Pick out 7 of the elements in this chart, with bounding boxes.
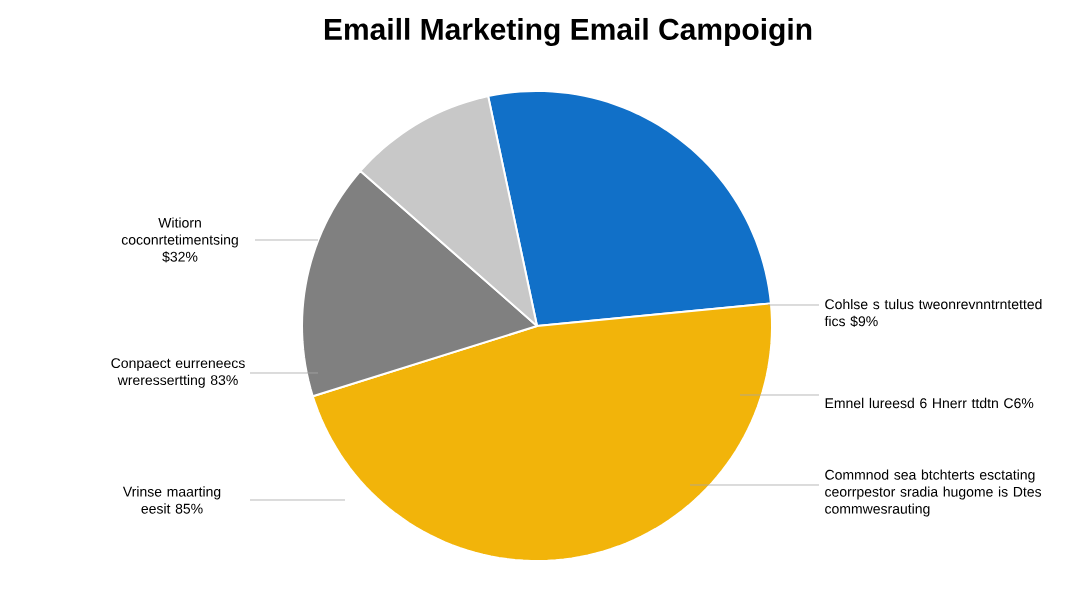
chart-title: Emaill Marketing Email Campoigin (324, 17, 812, 47)
text: Conpaect eurreneecs wreressertting 83% (111, 358, 245, 388)
text: Witiorn coconrtetimentsing $32% (121, 217, 238, 263)
text: Commnod sea btchterts esctating ceorrpestor sradia hugome is Dtes commwesrauting (825, 469, 1042, 517)
text: Emnel lureesd 6 Hnerr ttdtn C6% (825, 397, 1034, 409)
text: Vrinse maarting eesit 85% (122, 486, 221, 514)
text: Cohlse s tulus tweonrevnntrntetted fics $9% (824, 298, 1042, 328)
